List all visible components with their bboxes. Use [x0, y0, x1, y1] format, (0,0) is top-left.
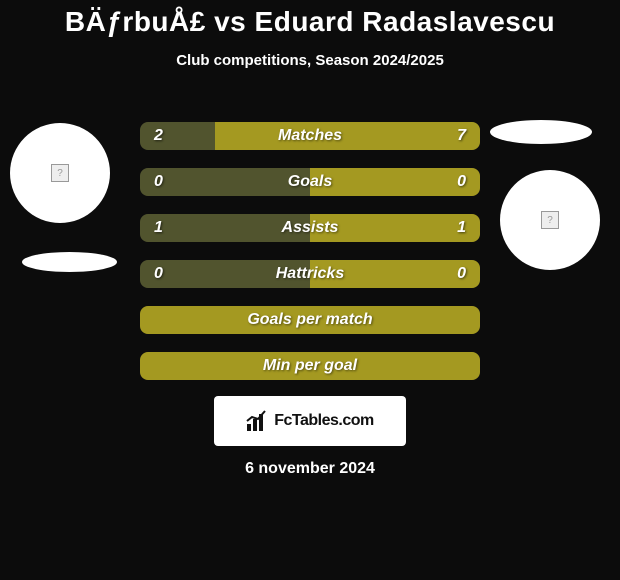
bar-row: 00Hattricks	[140, 260, 480, 288]
bar-label: Goals	[140, 168, 480, 196]
badge-text: FcTables.com	[274, 412, 374, 430]
bar-row: Goals per match	[140, 306, 480, 334]
bars-icon	[246, 410, 268, 432]
bar-label: Hattricks	[140, 260, 480, 288]
bar-row: 00Goals	[140, 168, 480, 196]
date-text: 6 november 2024	[0, 460, 620, 478]
avatar-left: ?	[10, 123, 110, 223]
page-title: BÄƒrbuÅ£ vs Eduard Radaslavescu	[0, 0, 620, 38]
bar-label: Assists	[140, 214, 480, 242]
placeholder-icon: ?	[541, 211, 559, 229]
avatar-shadow-left	[22, 252, 117, 272]
subtitle: Club competitions, Season 2024/2025	[0, 52, 620, 69]
bar-label: Min per goal	[140, 352, 480, 380]
bar-row: 11Assists	[140, 214, 480, 242]
bar-label: Goals per match	[140, 306, 480, 334]
avatar-shadow-right	[490, 120, 592, 144]
bar-label: Matches	[140, 122, 480, 150]
bar-row: 27Matches	[140, 122, 480, 150]
avatar-right: ?	[500, 170, 600, 270]
placeholder-icon: ?	[51, 164, 69, 182]
bar-row: Min per goal	[140, 352, 480, 380]
bars-container: 27Matches 00Goals 11Assists 00Hattricks Goal…	[140, 122, 480, 398]
site-badge[interactable]: FcTables.com	[214, 396, 406, 446]
